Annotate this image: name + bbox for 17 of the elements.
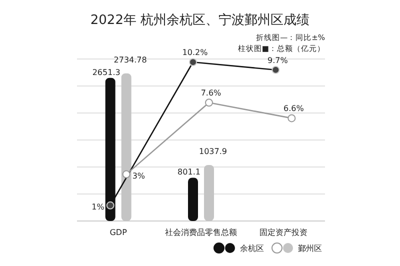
x-tick: GDP [110, 228, 127, 237]
x-tick: 社会消费品零售总额 [165, 228, 237, 237]
data-label: 2651.3 [92, 68, 120, 77]
data-label: 1% [92, 202, 105, 212]
legend-label: 鄞州区 [298, 244, 322, 253]
x-tick: 固定资产投资 [260, 228, 308, 237]
data-label: 801.1 [178, 168, 200, 177]
data-label: 2734.78 [114, 55, 147, 64]
data-label: 6.6% [284, 104, 304, 114]
data-label: 1037.9 [199, 146, 227, 156]
data-label: 9.7% [268, 56, 288, 65]
data-label: 3% [132, 171, 146, 180]
data-label: 7.6% [200, 88, 222, 98]
title: 2022年 杭州余杭区、宁波鄞州区成绩 [90, 13, 310, 28]
data-label: 10.2% [182, 48, 208, 58]
legend-label: 余杭区 [240, 244, 264, 253]
bar [188, 178, 198, 221]
